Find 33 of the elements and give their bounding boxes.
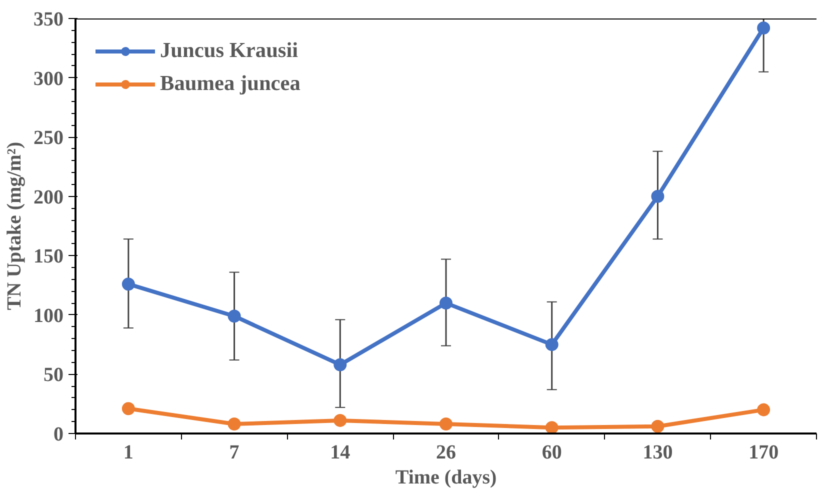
point: [545, 338, 558, 352]
point: [651, 190, 664, 203]
point: [757, 403, 770, 416]
y-tick-label: 150: [34, 246, 64, 268]
y-tick-label: 350: [34, 8, 64, 30]
x-tick-label: 26: [436, 442, 456, 464]
y-tick-label: 250: [34, 127, 64, 150]
x-axis-title: Time (days): [395, 466, 497, 488]
y-axis-title: TN Uptake (mg/m²): [4, 142, 26, 310]
point: [440, 418, 452, 430]
x-tick-label: 130: [642, 442, 673, 464]
point: [334, 414, 347, 427]
point: [440, 296, 452, 310]
point: [228, 310, 241, 323]
point: [651, 420, 664, 433]
y-tick-label: 100: [34, 304, 64, 327]
y-tick-label: 0: [54, 424, 64, 446]
x-tick-label: 60: [542, 442, 562, 464]
y-tick-label: 50: [44, 364, 64, 386]
point: [122, 278, 135, 291]
x-tick-label: 7: [229, 442, 240, 464]
x-tick-label: 14: [330, 442, 350, 464]
point: [334, 358, 347, 372]
y-tick-label: 200: [34, 186, 64, 208]
point: [228, 418, 241, 430]
x-tick-label: 170: [748, 442, 779, 464]
point: [545, 421, 558, 434]
y-tick-label: 300: [34, 68, 64, 90]
point: [122, 402, 135, 416]
point: [757, 22, 770, 34]
x-tick-label: 1: [123, 442, 134, 464]
legend-label: Baumea juncea: [160, 71, 300, 96]
legend-label: Juncus Krausii: [160, 38, 298, 63]
